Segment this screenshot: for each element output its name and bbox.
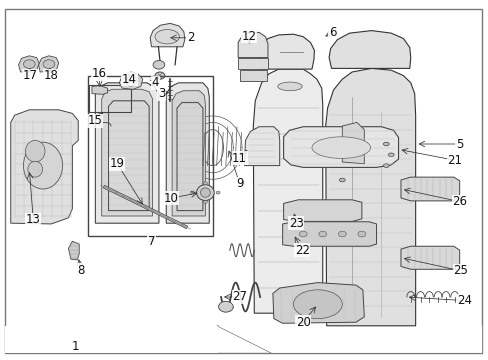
- Ellipse shape: [338, 231, 346, 237]
- Polygon shape: [102, 89, 152, 216]
- Polygon shape: [238, 32, 267, 58]
- Text: 7: 7: [147, 235, 155, 248]
- Text: 5: 5: [455, 138, 463, 150]
- Polygon shape: [272, 283, 364, 323]
- Ellipse shape: [23, 60, 35, 68]
- Text: 22: 22: [294, 244, 309, 257]
- Text: 17: 17: [23, 69, 38, 82]
- Text: 16: 16: [91, 67, 106, 80]
- Ellipse shape: [203, 201, 207, 203]
- Text: 18: 18: [44, 69, 59, 82]
- Polygon shape: [282, 222, 376, 246]
- Text: 27: 27: [232, 291, 246, 303]
- Text: 14: 14: [122, 73, 137, 86]
- Text: 9: 9: [235, 177, 243, 190]
- Polygon shape: [253, 69, 322, 313]
- Ellipse shape: [293, 290, 342, 319]
- Polygon shape: [283, 200, 361, 221]
- Ellipse shape: [155, 72, 164, 79]
- Ellipse shape: [357, 231, 365, 237]
- Ellipse shape: [339, 178, 345, 182]
- Ellipse shape: [28, 161, 42, 177]
- Polygon shape: [150, 23, 184, 47]
- Polygon shape: [283, 127, 398, 167]
- Bar: [89, 85, 130, 112]
- Polygon shape: [400, 177, 459, 201]
- Text: 6: 6: [328, 26, 336, 39]
- Text: 2: 2: [186, 31, 194, 44]
- Text: 21: 21: [447, 154, 461, 167]
- Ellipse shape: [153, 60, 164, 69]
- Ellipse shape: [383, 164, 388, 167]
- Ellipse shape: [203, 182, 207, 185]
- Text: 8: 8: [77, 264, 84, 276]
- Text: 25: 25: [452, 264, 467, 277]
- Text: 4: 4: [151, 76, 159, 89]
- Ellipse shape: [383, 142, 388, 146]
- Text: 10: 10: [163, 192, 178, 204]
- Text: 13: 13: [26, 213, 41, 226]
- Polygon shape: [400, 246, 459, 269]
- Polygon shape: [325, 68, 415, 326]
- Ellipse shape: [43, 60, 55, 68]
- Polygon shape: [328, 31, 410, 68]
- Ellipse shape: [277, 82, 302, 91]
- Polygon shape: [11, 110, 78, 224]
- Text: 24: 24: [456, 294, 471, 307]
- Polygon shape: [39, 56, 59, 72]
- Text: 1: 1: [72, 340, 80, 353]
- Polygon shape: [166, 83, 209, 223]
- Text: 12: 12: [242, 30, 256, 42]
- Polygon shape: [68, 241, 79, 260]
- Ellipse shape: [125, 75, 137, 86]
- Polygon shape: [172, 91, 205, 216]
- Text: 20: 20: [295, 316, 310, 329]
- Ellipse shape: [190, 191, 194, 194]
- Ellipse shape: [218, 301, 233, 312]
- Text: 3: 3: [157, 87, 165, 100]
- Text: 26: 26: [451, 195, 466, 208]
- Ellipse shape: [25, 140, 45, 162]
- Text: 11: 11: [232, 152, 246, 165]
- Polygon shape: [217, 326, 481, 353]
- Text: 15: 15: [88, 114, 102, 127]
- Polygon shape: [244, 127, 279, 166]
- Polygon shape: [5, 326, 217, 353]
- Text: 19: 19: [110, 157, 124, 170]
- Ellipse shape: [155, 30, 179, 44]
- Ellipse shape: [299, 231, 306, 237]
- Text: 23: 23: [288, 217, 303, 230]
- Ellipse shape: [318, 231, 326, 237]
- Ellipse shape: [196, 185, 214, 201]
- Polygon shape: [119, 72, 142, 89]
- Ellipse shape: [387, 153, 393, 157]
- Polygon shape: [239, 70, 266, 81]
- Polygon shape: [19, 56, 39, 72]
- Polygon shape: [92, 86, 107, 94]
- Polygon shape: [259, 34, 314, 69]
- Ellipse shape: [216, 191, 220, 194]
- Polygon shape: [95, 83, 159, 223]
- Ellipse shape: [200, 188, 210, 197]
- Bar: [88, 76, 212, 236]
- Polygon shape: [342, 122, 364, 164]
- Ellipse shape: [23, 142, 62, 189]
- Polygon shape: [238, 58, 267, 69]
- Ellipse shape: [311, 137, 370, 158]
